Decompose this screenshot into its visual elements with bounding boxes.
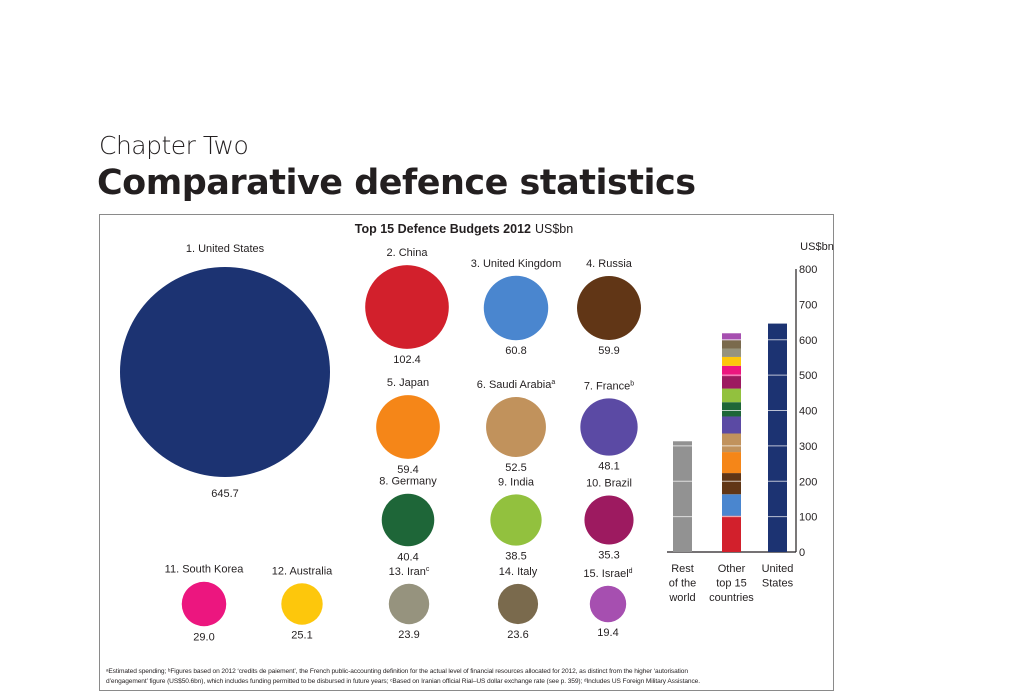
bar-segment-russia (722, 473, 741, 495)
footnote-marker: b (630, 380, 634, 387)
bubble-label: 4. Russia (586, 258, 633, 270)
bubble-3 (483, 275, 549, 341)
bar-category-label: of the (669, 578, 697, 590)
footnotes: ᵃEstimated spending; ᵇFigures based on 2… (106, 667, 831, 686)
bar-segment-india (722, 388, 741, 403)
bubble-label: 5. Japan (387, 377, 429, 389)
bubble-label: 1. United States (186, 243, 265, 255)
bubble-value: 59.9 (598, 345, 619, 357)
page-title: Comparative defence statistics (97, 163, 696, 203)
footnote-marker: d (629, 568, 633, 575)
bar-segment-israel (722, 333, 741, 341)
bubble-value: 40.4 (397, 551, 418, 563)
footnote-line-2: d’engagement’ figure (US$50.6bn), which … (106, 677, 700, 685)
bubble-label: 13. Iranc (389, 566, 430, 578)
bubble-value: 52.5 (505, 462, 526, 474)
bar-segment-japan (722, 452, 741, 474)
bubble-label: 8. Germany (379, 476, 437, 488)
bar-segment-south-korea (722, 365, 741, 377)
y-tick-label: 800 (799, 264, 817, 276)
bubble-value: 48.1 (598, 461, 619, 473)
bar-category-label: Other (718, 563, 746, 575)
bar-group: US$bn 0 100 200 300 400 500 600 700 800 Rest of the… (667, 241, 834, 604)
bubble-15 (589, 585, 627, 623)
bubble-11 (181, 581, 227, 627)
bar-category-label: United (762, 563, 794, 575)
bubble-value: 59.4 (397, 464, 418, 476)
y-tick-label: 200 (799, 476, 817, 488)
y-tick-label: 0 (799, 547, 805, 559)
bar-segment (673, 441, 692, 552)
bubble-value: 23.9 (398, 629, 419, 641)
bubble-label: 12. Australia (272, 565, 333, 577)
chart-title-main: Top 15 Defence Budgets 2012 (355, 222, 531, 236)
bubble-label: 2. China (387, 247, 429, 259)
y-tick-label: 500 (799, 370, 817, 382)
y-tick-label: 400 (799, 406, 817, 418)
bubble-value: 35.3 (598, 550, 619, 562)
y-tick-label: 600 (799, 335, 817, 347)
bubble-7 (580, 398, 638, 456)
bar-category-label: top 15 (716, 578, 747, 590)
footnote-line-1: ᵃEstimated spending; ᵇFigures based on 2… (106, 668, 688, 675)
chapter-label: Chapter Two (99, 131, 249, 160)
bubble-14 (497, 583, 539, 625)
bubble-8 (381, 493, 435, 547)
bubble-value: 102.4 (393, 354, 421, 366)
y-tick-label: 100 (799, 512, 817, 524)
footnote-marker: c (426, 566, 430, 573)
bubble-10 (584, 495, 634, 545)
bar-segment (768, 323, 787, 552)
bubble-2 (365, 265, 449, 349)
bubble-value: 25.1 (291, 630, 312, 642)
bubble-group: 1. United States 645.7 2. China 102.4 3. Uni… (120, 243, 641, 643)
bubble-1 (120, 267, 330, 477)
bubble-label: 10. Brazil (586, 477, 632, 489)
chart-frame (99, 214, 834, 691)
bar-category-label: States (762, 578, 794, 590)
bar-segment-germany (722, 402, 741, 417)
bar-segment-australia (722, 356, 741, 366)
y-axis-unit: US$bn (800, 241, 834, 253)
bar-category-label: countries (709, 592, 754, 604)
bubble-label: 7. Franceb (584, 380, 634, 392)
bar-segment-united-kingdom (722, 494, 741, 516)
bubble-13 (388, 583, 430, 625)
bubble-value: 645.7 (211, 488, 239, 500)
bar-segment-saudi-arabia (722, 433, 741, 453)
bubble-label: 11. South Korea (165, 564, 245, 576)
bubble-value: 23.6 (507, 629, 528, 641)
y-tick-label: 700 (799, 299, 817, 311)
bubble-label: 6. Saudi Arabiaa (477, 379, 556, 391)
bar-category-label: Rest (671, 563, 694, 575)
bar-segment-france (722, 416, 741, 434)
bar-segment-china (722, 515, 741, 552)
bar-segment-brazil (722, 376, 741, 389)
bubble-label: 15. Israeld (583, 568, 632, 580)
bubble-4 (577, 276, 641, 340)
footnote-marker: a (551, 379, 555, 386)
bubble-value: 29.0 (193, 631, 214, 643)
bubble-12 (281, 583, 323, 625)
bar-category-label: world (668, 592, 695, 604)
bubble-9 (490, 494, 542, 546)
bubble-value: 60.8 (505, 345, 526, 357)
bar-segment-iran (722, 348, 741, 357)
bubble-label: 3. United Kingdom (471, 258, 562, 270)
bar-segment-italy (722, 340, 741, 349)
chart-title: Top 15 Defence Budgets 2012 US$bn (355, 222, 573, 236)
bubble-value: 38.5 (505, 551, 526, 563)
bubble-6 (486, 397, 546, 457)
bubble-5 (376, 395, 440, 459)
y-tick-label: 300 (799, 441, 817, 453)
chart-title-unit: US$bn (535, 222, 573, 236)
bubble-label: 14. Italy (499, 566, 538, 578)
bubble-label: 9. India (498, 476, 535, 488)
bubble-value: 19.4 (597, 627, 618, 639)
